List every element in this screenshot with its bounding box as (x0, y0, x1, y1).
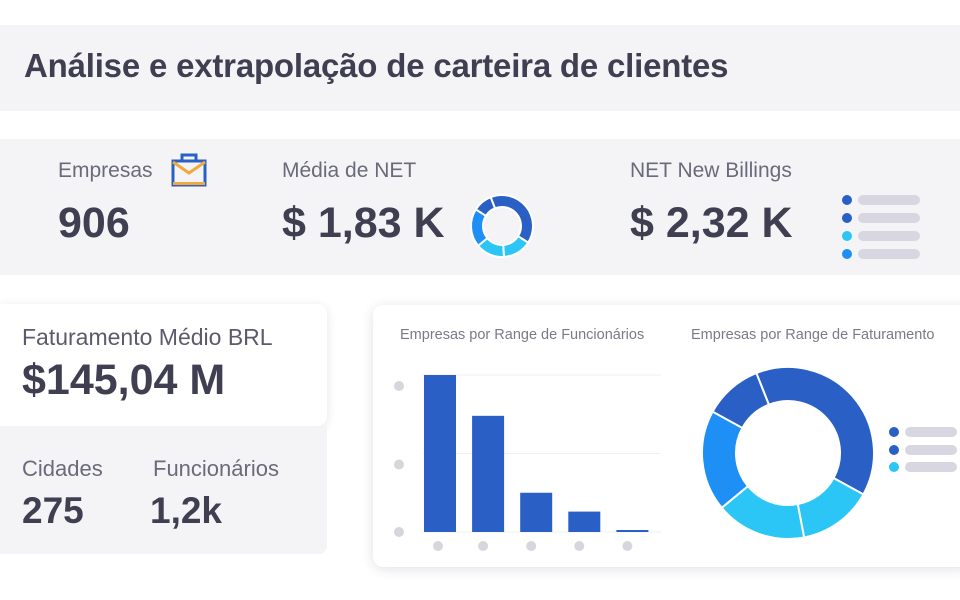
bar-4 (568, 511, 601, 532)
media-net-label: Média de NET (282, 159, 417, 182)
kpi-band: Empresas 906 Média de NET $ 1,83 K NET N… (0, 139, 960, 275)
donut-chart (701, 366, 875, 540)
cidades-label: Cidades (22, 456, 103, 481)
header-bar: Análise e extrapolação de carteira de cl… (0, 25, 960, 111)
page-title: Análise e extrapolação de carteira de cl… (24, 47, 729, 84)
faturamento-value: $145,04 M (22, 356, 226, 404)
funcionarios-value: 1,2k (150, 490, 223, 531)
bar-chart-title: Empresas por Range de Funcionários (400, 327, 645, 343)
legend-bar-2 (905, 445, 957, 455)
mini-donut-slice-5 (474, 195, 497, 218)
cidades-funcionarios-panel: Cidades 275 Funcionários 1,2k (0, 426, 327, 554)
y-tick-marker (394, 527, 404, 537)
list-legend-icon (842, 195, 920, 259)
mini-donut-slice-1 (489, 194, 534, 244)
x-tick-marker (433, 541, 443, 551)
y-tick-marker (394, 459, 404, 470)
mini-donut-slice-2 (502, 234, 530, 259)
donut-legend (889, 427, 957, 472)
bar-chart (394, 374, 661, 551)
bar-1 (424, 375, 456, 532)
media-net-value: $ 1,83 K (282, 199, 445, 247)
donut-chart-icon (470, 194, 534, 259)
legend-dot-1 (889, 427, 899, 437)
x-tick-marker (574, 541, 585, 551)
legend-bar-1 (905, 427, 957, 437)
x-tick-marker (526, 541, 537, 551)
net-new-billings-label: NET New Billings (630, 159, 792, 182)
y-tick-marker (394, 381, 404, 391)
x-tick-marker (478, 541, 489, 551)
legend-bar-3 (905, 462, 957, 472)
funcionarios-label: Funcionários (153, 456, 279, 481)
faturamento-label: Faturamento Médio BRL (22, 324, 273, 350)
net-new-billings-value: $ 2,32 K (630, 199, 793, 247)
empresas-value: 906 (58, 199, 130, 247)
faturamento-card: Faturamento Médio BRL $145,04 M (0, 304, 327, 426)
x-tick-marker (622, 541, 633, 551)
bar-5 (616, 530, 649, 532)
legend-dot-2 (889, 445, 899, 455)
empresas-label: Empresas (58, 159, 153, 182)
legend-dot-3 (889, 462, 899, 472)
charts-card: Empresas por Range de Funcionários Empre… (373, 305, 960, 567)
donut-slice-5 (711, 371, 771, 430)
bar-2 (472, 415, 505, 532)
donut-chart-title: Empresas por Range de Faturamento (691, 327, 935, 343)
cidades-value: 275 (22, 490, 84, 531)
bar-3 (520, 492, 553, 532)
briefcase-icon (171, 153, 207, 187)
donut-slice-1 (755, 366, 875, 496)
